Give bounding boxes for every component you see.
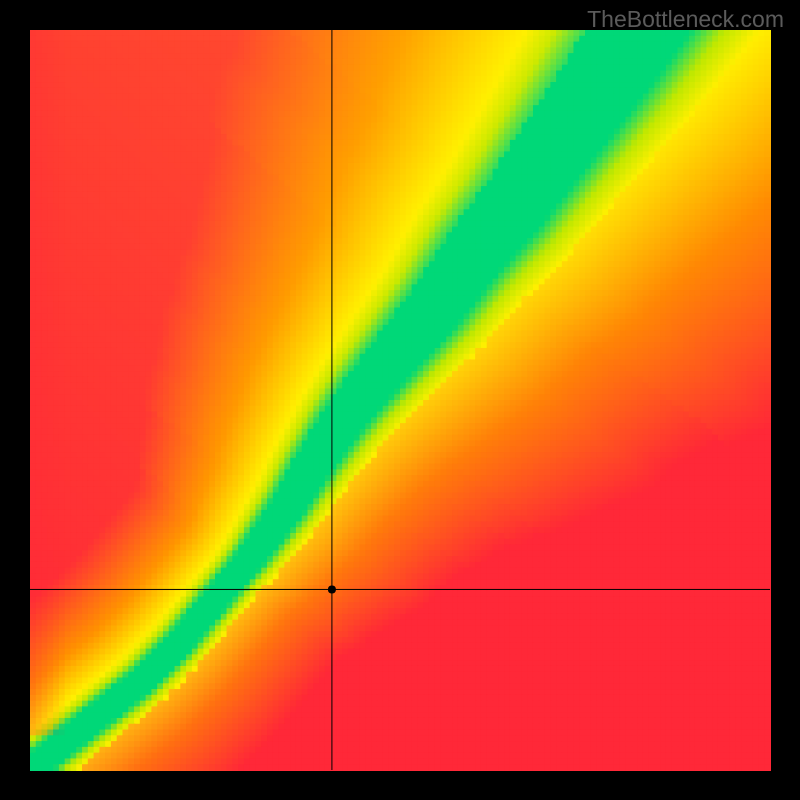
watermark-text: TheBottleneck.com bbox=[587, 6, 784, 33]
chart-container: TheBottleneck.com bbox=[0, 0, 800, 800]
bottleneck-heatmap bbox=[0, 0, 800, 800]
